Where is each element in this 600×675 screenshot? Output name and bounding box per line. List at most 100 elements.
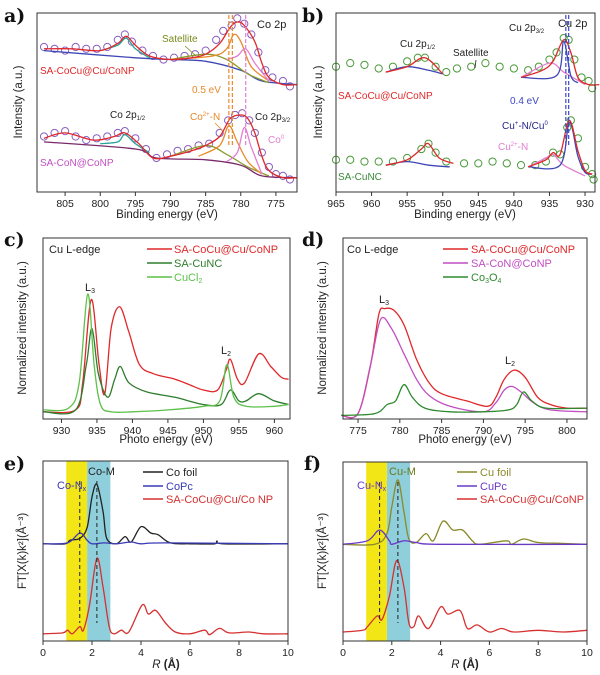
data-point-a-0-0 — [39, 42, 49, 52]
ylabel-a: Intensity (a.u.) — [13, 65, 25, 138]
data-point-b-1-10 — [459, 159, 469, 168]
series-line-d-0 — [341, 307, 588, 419]
x-tick-label-c-2: 940 — [124, 425, 142, 437]
data-point-b-0-2 — [360, 60, 369, 70]
annotation-cu-m: Cu-M — [389, 466, 416, 478]
legend-label-c-0: SA-CoCu@Cu/CoNP — [174, 244, 278, 256]
label-sample-top-a: SA-CoCu@Cu/CoNP — [40, 66, 135, 77]
annotation-l2-c: L2 — [221, 345, 231, 358]
title-d: Co L-edge — [347, 244, 398, 256]
panel-label-a: a) — [4, 5, 25, 27]
data-point-b-0-12 — [481, 59, 490, 68]
x-tick-label-a-1: 800 — [91, 198, 109, 210]
data-point-a-1-16 — [205, 139, 214, 148]
data-point-b-0-9 — [442, 67, 451, 77]
x-tick-label-b-1: 960 — [363, 198, 381, 210]
data-point-a-0-23 — [254, 48, 263, 57]
data-point-b-1-7 — [424, 139, 433, 148]
data-point-b-1-4 — [388, 157, 398, 166]
series-line-b-4 — [520, 40, 579, 84]
x-tick-label-d-5: 800 — [558, 425, 576, 437]
series-line-c-2 — [43, 293, 289, 414]
data-point-a-1-5 — [92, 134, 101, 143]
annotations-d: Co L-edge L3 L2 SA-CoCu@Cu/CoNP SA-CoN@C… — [347, 244, 575, 368]
data-point-a-0-24 — [261, 66, 270, 75]
x-tick-label-d-4: 795 — [516, 425, 534, 437]
x-tick-label-c-0: 930 — [53, 425, 71, 437]
x-tick-label-e-4: 8 — [236, 647, 242, 659]
x-tick-label-c-3: 945 — [159, 425, 177, 437]
x-tick-label-d-1: 780 — [391, 425, 409, 437]
ylabel-c: Normalized intensity (a.u.) — [17, 261, 29, 395]
x-tick-label-a-4: 785 — [197, 198, 215, 210]
annotation-con-x: Co-Nx — [57, 480, 87, 493]
x-tick-label-f-5: 10 — [581, 647, 593, 659]
x-tick-label-a-0: 805 — [56, 198, 74, 210]
series-line-a-8 — [43, 141, 298, 179]
series-line-a-2 — [43, 49, 298, 86]
arrow-satellite-b — [474, 59, 477, 69]
series-line-a-3 — [100, 37, 150, 59]
series-line-b-6 — [520, 39, 600, 86]
series-line-a-7 — [43, 21, 298, 86]
annotations-b: Cu 2p Cu 2p3/2 Cu 2p1/2 Satellite SA-CoC… — [338, 18, 587, 183]
xlabel-f: R (Å) — [451, 658, 479, 671]
legend-label-e-2: SA-CoCu@Cu/Co NP — [166, 494, 273, 506]
annotation-cu2p12: Cu 2p1/2 — [400, 39, 436, 51]
ylabel-d: Normalized intensity (a.u.) — [317, 261, 329, 395]
ylabel-f: FT[X(k)k²](Å⁻³) — [316, 513, 329, 589]
annotation-cu1n: Cu+-N/Cu0 — [502, 121, 548, 132]
label-sample-top-b: SA-CoCu@Cu/CoNP — [338, 91, 433, 102]
x-tick-label-b-4: 945 — [470, 198, 488, 210]
data-point-a-1-26 — [278, 171, 288, 180]
data-point-a-0-5 — [92, 44, 101, 53]
data-point-b-0-14 — [509, 64, 518, 73]
xlabel-a: Binding energy (eV) — [116, 209, 218, 221]
x-tick-label-b-5: 940 — [505, 198, 523, 210]
data-point-a-1-1 — [50, 128, 59, 138]
data-point-b-0-10 — [452, 64, 462, 73]
annotation-l3-d: L3 — [379, 294, 389, 307]
legend-label-d-0: SA-CoCu@Cu/CoNP — [471, 244, 575, 256]
series-line-d-1 — [341, 316, 588, 419]
series-line-b-11 — [527, 119, 593, 175]
data-point-a-1-22 — [250, 128, 259, 138]
data-point-a-0-17 — [212, 35, 221, 44]
data-point-a-0-2 — [61, 46, 70, 55]
title-a: Co 2p — [257, 19, 286, 31]
series-line-b-9 — [528, 121, 593, 175]
legend-label-f-0: Cu foil — [480, 467, 511, 479]
series-line-b-8 — [527, 153, 586, 177]
x-tick-label-e-0: 0 — [40, 647, 46, 659]
xlabel-d: Photo energy (eV) — [418, 434, 512, 446]
x-tick-label-c-6: 960 — [266, 425, 284, 437]
x-tick-label-d-3: 790 — [475, 425, 493, 437]
x-tick-label-e-2: 4 — [138, 647, 144, 659]
series-line-d-2 — [341, 383, 588, 417]
plot-frame-f — [342, 461, 588, 642]
x-tick-label-a-2: 795 — [127, 198, 145, 210]
annotation-satellite-b: Satellite — [453, 48, 489, 59]
plot-frame-d — [342, 237, 588, 420]
annotation-cu2n: Cu2+-N — [498, 142, 528, 153]
data-point-b-0-3 — [374, 64, 383, 73]
data-point-b-1-8 — [431, 148, 440, 157]
data-point-b-1-9 — [442, 157, 451, 166]
x-tick-label-d-0: 775 — [349, 425, 367, 437]
data-point-a-1-9 — [131, 134, 140, 143]
series-line-b-3 — [520, 62, 586, 86]
series-line-e-0 — [42, 483, 289, 545]
data-point-a-0-4 — [82, 44, 91, 53]
annotations-e: Co-Nx Co-M Co foil CoPc SA-CoCu@Cu/Co NP — [57, 466, 273, 506]
data-point-b-1-11 — [474, 159, 483, 168]
data-point-b-0-18 — [552, 48, 561, 57]
data-point-b-1-2 — [360, 157, 369, 166]
legend-label-e-0: Co foil — [166, 467, 197, 479]
x-tick-label-a-6: 775 — [267, 198, 285, 210]
arrow-satellite-a — [184, 45, 197, 57]
x-tick-label-f-1: 2 — [389, 647, 395, 659]
plot-frame-a — [36, 12, 298, 193]
xlabel-c: Photo energy (eV) — [119, 434, 213, 446]
title-b: Cu 2p — [558, 18, 587, 30]
plot-frame-b — [335, 12, 596, 193]
